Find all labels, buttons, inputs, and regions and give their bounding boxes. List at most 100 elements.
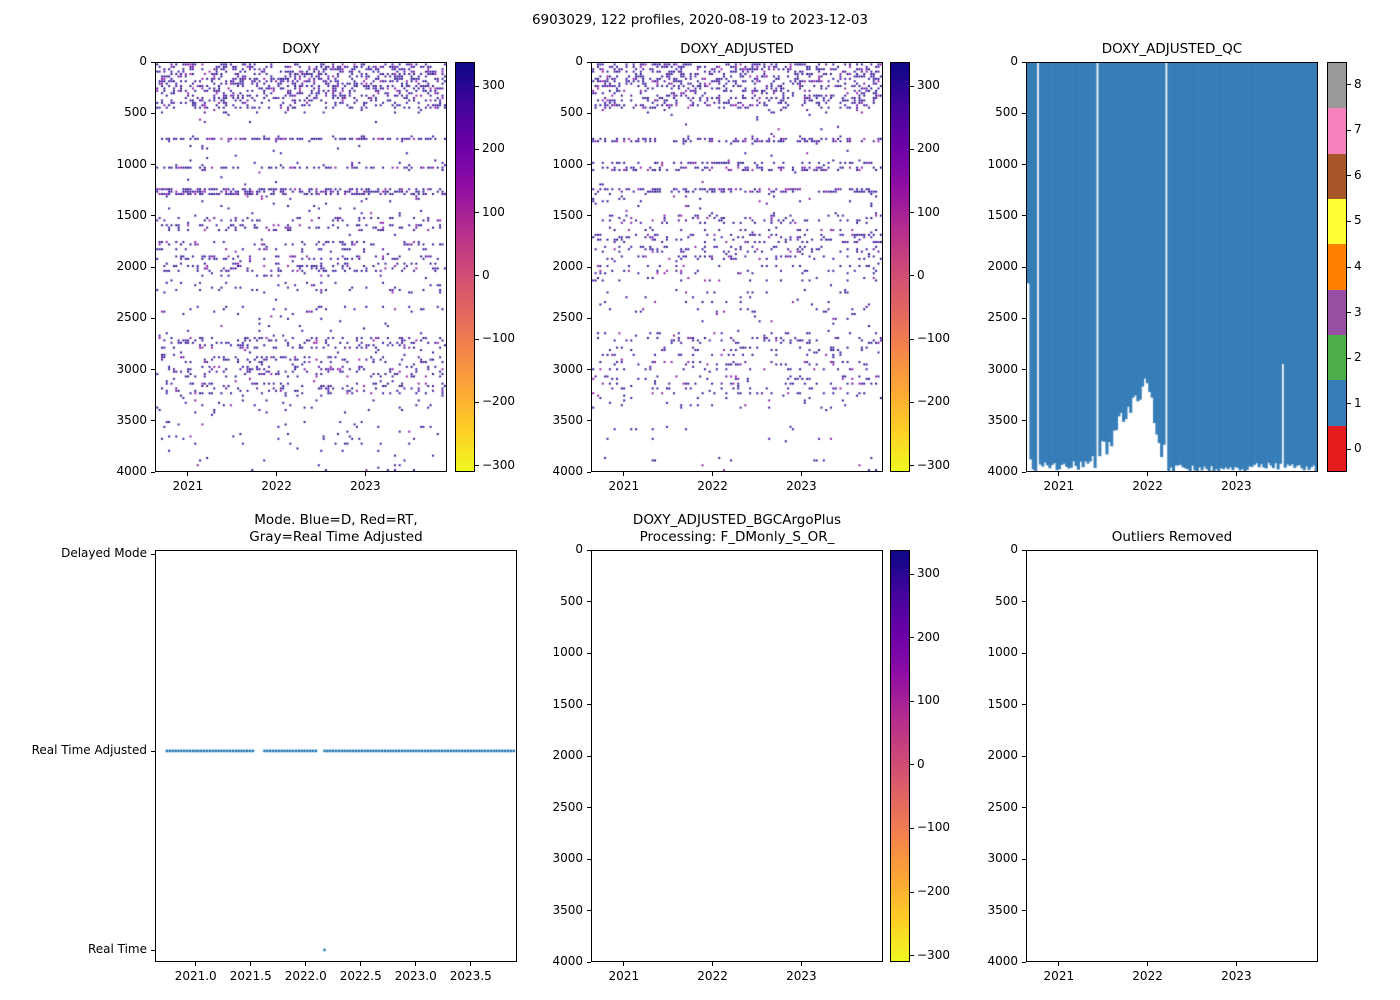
doxy-adjusted-qc-y-tick-label: 2500 xyxy=(987,310,1018,325)
outliers-removed-y-tick-label: 1500 xyxy=(987,696,1018,711)
doxy-y-tick-label: 2500 xyxy=(116,310,147,325)
y-tick-mark xyxy=(151,369,155,370)
bgc-processing-y-tick-label: 2500 xyxy=(552,799,583,814)
colorbar-tick-mark xyxy=(475,148,479,150)
y-tick-mark xyxy=(587,549,591,551)
doxy-adjusted-qc-y-tick-label: 2000 xyxy=(987,259,1018,273)
y-tick-mark xyxy=(1022,317,1026,319)
mode-category-label: Real Time xyxy=(87,942,147,956)
y-tick-mark xyxy=(1022,858,1026,860)
colorbar-tick-label: 4 xyxy=(1354,259,1362,273)
x-tick-mark xyxy=(800,962,802,966)
mode-category-label: Delayed Mode xyxy=(61,546,147,560)
colorbar-tick-mark xyxy=(1347,175,1351,177)
x-tick-mark xyxy=(623,962,625,966)
doxy-adjusted-qc-y-tick-label: 0 xyxy=(1010,54,1018,68)
doxy-y-tick-label: 1000 xyxy=(116,156,147,171)
x-tick-mark xyxy=(364,472,366,476)
colorbar-segment xyxy=(1328,199,1346,245)
mode-plot-canvas xyxy=(156,551,516,961)
outliers-removed-y-tick-label: 500 xyxy=(995,593,1018,608)
doxy-y-tick-label: 0 xyxy=(139,54,147,68)
colorbar-tick-mark xyxy=(1347,357,1351,359)
doxy-y-tick-label: 3500 xyxy=(116,412,147,427)
colorbar-tick-mark xyxy=(1347,129,1351,131)
doxy-adjusted-qc-y-tick-label: 1000 xyxy=(987,156,1018,171)
outliers-removed-y-tick-label: 3500 xyxy=(987,902,1018,917)
mode-x-tick-label: 2023.0 xyxy=(394,969,437,983)
doxy-adjusted-qc-y-tick-label: 500 xyxy=(995,105,1018,120)
outliers-removed-axes xyxy=(1026,550,1318,962)
doxy-adjusted-qc-x-tick-label: 2021 xyxy=(1043,479,1075,493)
doxy-adjusted-qc-x-tick-label: 2023 xyxy=(1221,479,1252,493)
mode-plot-title-line2: Gray=Real Time Adjusted xyxy=(249,529,423,545)
y-tick-mark xyxy=(587,601,591,602)
x-tick-mark xyxy=(415,962,417,966)
y-tick-mark xyxy=(587,961,591,963)
x-tick-mark xyxy=(276,472,278,476)
bgc-processing-y-tick-label: 1000 xyxy=(552,645,583,659)
colorbar-tick-mark xyxy=(910,637,914,639)
x-tick-mark xyxy=(305,962,307,966)
mode-plot-title-line1: Mode. Blue=D, Red=RT, xyxy=(254,512,418,528)
x-tick-mark xyxy=(470,962,472,966)
doxy-adjusted-y-tick-label: 2000 xyxy=(552,259,583,273)
y-tick-mark xyxy=(151,164,155,165)
y-tick-mark xyxy=(587,704,591,705)
doxy-adjusted-qc-y-tick-label: 1500 xyxy=(987,207,1018,222)
colorbar-segment xyxy=(1328,425,1346,471)
x-tick-mark xyxy=(360,962,362,966)
y-tick-mark xyxy=(587,807,591,808)
y-tick-mark xyxy=(151,317,155,319)
bgc-processing-y-tick-label: 3000 xyxy=(552,851,583,865)
outliers-removed-x-tick-label: 2021 xyxy=(1043,969,1075,983)
x-tick-mark xyxy=(712,472,714,476)
colorbar-tick-label: 0 xyxy=(482,267,490,282)
colorbar-tick-label: 6 xyxy=(1354,167,1362,182)
bgc-processing-x-tick-label: 2021 xyxy=(608,969,640,983)
y-tick-mark xyxy=(1022,266,1026,268)
colorbar-tick-label: −200 xyxy=(917,884,950,899)
x-tick-mark xyxy=(623,472,625,476)
colorbar xyxy=(455,62,475,472)
colorbar-tick-label: 2 xyxy=(1354,350,1362,365)
colorbar-tick-mark xyxy=(1347,220,1351,222)
colorbar-tick-label: 7 xyxy=(1354,122,1362,137)
y-tick-mark xyxy=(1022,112,1026,114)
mode-category-label: Real Time Adjusted xyxy=(31,743,147,757)
colorbar-tick-label: 100 xyxy=(482,204,505,219)
y-tick-mark xyxy=(587,755,591,757)
bgc-processing-y-tick-label: 0 xyxy=(575,542,583,556)
doxy-y-tick-label: 1500 xyxy=(116,207,147,222)
colorbar-segment xyxy=(1328,380,1346,427)
outliers-removed-y-tick-label: 3000 xyxy=(987,851,1018,865)
colorbar-tick-label: −300 xyxy=(917,947,950,962)
mode-axes xyxy=(155,550,517,962)
outliers-removed-y-tick-label: 0 xyxy=(1010,542,1018,556)
colorbar-tick-mark xyxy=(910,827,914,829)
y-tick-mark xyxy=(151,61,155,63)
colorbar-tick-mark xyxy=(475,212,479,214)
colorbar-tick-mark xyxy=(910,465,914,467)
y-tick-mark xyxy=(1022,471,1026,473)
y-tick-mark xyxy=(1022,164,1026,165)
doxy-adjusted-plot-title: DOXY_ADJUSTED xyxy=(680,41,794,57)
x-tick-mark xyxy=(800,472,802,476)
colorbar-tick-mark xyxy=(475,275,479,277)
doxy-adjusted-qc-plot-title: DOXY_ADJUSTED_QC xyxy=(1101,41,1243,57)
doxy-adjusted-y-tick-label: 2500 xyxy=(552,310,583,325)
y-tick-mark xyxy=(151,553,155,555)
qc-colorbar xyxy=(1327,62,1347,472)
y-tick-mark xyxy=(151,420,155,422)
x-tick-mark xyxy=(250,962,252,966)
doxy-adjusted-y-tick-label: 1500 xyxy=(552,207,583,222)
colorbar-tick-mark xyxy=(910,573,914,575)
doxy-y-tick-label: 500 xyxy=(124,105,147,120)
colorbar-tick-label: 8 xyxy=(1354,76,1362,91)
y-tick-mark xyxy=(587,215,591,217)
doxy-adjusted-x-tick-label: 2023 xyxy=(786,479,817,493)
outliers-removed-y-tick-label: 4000 xyxy=(987,954,1018,968)
doxy-x-tick-label: 2023 xyxy=(350,479,381,493)
colorbar-tick-mark xyxy=(910,891,914,893)
colorbar-tick-mark xyxy=(910,955,914,957)
